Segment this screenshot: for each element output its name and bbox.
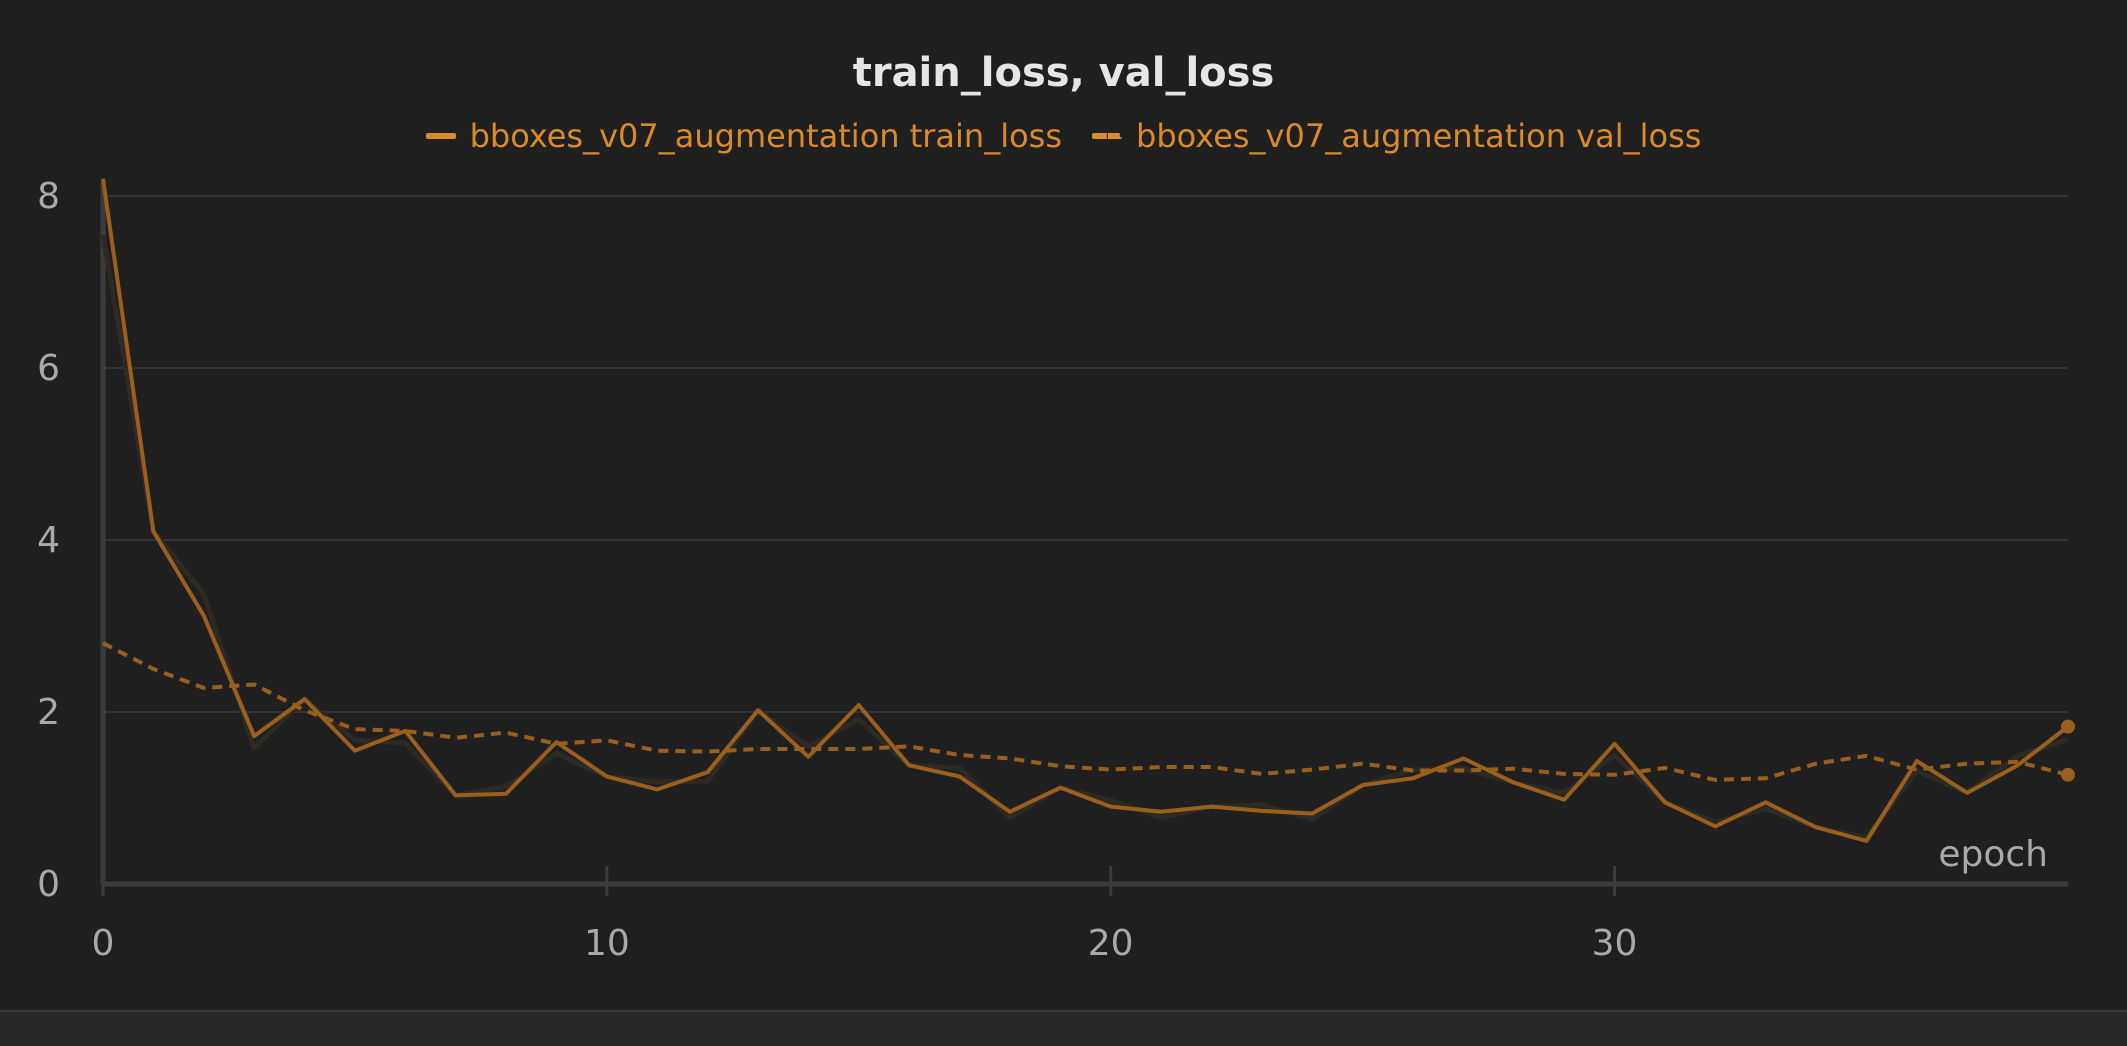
- dashed-line-swatch-icon: [1092, 133, 1123, 139]
- line-chart-plot[interactable]: 0 2 4 6 8 0 10 20 30 epoch: [0, 0, 2127, 1010]
- x-tick-label-30: 30: [1592, 923, 1638, 964]
- x-tick-label-10: 10: [584, 923, 630, 964]
- legend: bboxes_v07_augmentation train_loss bboxe…: [0, 112, 2127, 160]
- legend-label-train-loss: bboxes_v07_augmentation train_loss: [469, 117, 1063, 155]
- series-1-endpoint: [2061, 767, 2075, 782]
- y-tick-label-8: 8: [37, 176, 60, 217]
- y-tick-label-6: 6: [37, 348, 60, 389]
- y-tick-label-4: 4: [37, 520, 60, 561]
- series-0-raw-shadow: [100, 234, 2069, 841]
- solid-line-swatch-icon: [425, 133, 456, 139]
- x-tick-label-20: 20: [1088, 923, 1134, 964]
- series-lines: [101, 178, 2075, 843]
- raw-series-shadow: [100, 234, 2069, 841]
- y-tick-label-2: 2: [37, 692, 60, 733]
- series-line-0: [101, 178, 2070, 843]
- x-tick-label-0: 0: [92, 923, 115, 964]
- series-0-endpoint: [2061, 719, 2075, 734]
- y-tick-label-0: 0: [37, 864, 60, 905]
- grid-lines: [103, 195, 2068, 713]
- chart-title: train_loss, val_loss: [852, 50, 1275, 96]
- legend-label-val-loss: bboxes_v07_augmentation val_loss: [1136, 117, 1702, 155]
- x-axis-label: epoch: [1938, 834, 2048, 875]
- legend-item-train-loss[interactable]: bboxes_v07_augmentation train_loss: [425, 112, 1063, 160]
- series-line-1: [102, 641, 2069, 782]
- bottom-strip: [0, 1010, 2127, 1046]
- legend-item-val-loss[interactable]: bboxes_v07_augmentation val_loss: [1092, 112, 1701, 160]
- axes: [100, 182, 2068, 896]
- tick-labels: 0 2 4 6 8 0 10 20 30: [37, 176, 1637, 964]
- chart-panel: train_loss, val_loss bboxes_v07_augmenta…: [0, 0, 2127, 1010]
